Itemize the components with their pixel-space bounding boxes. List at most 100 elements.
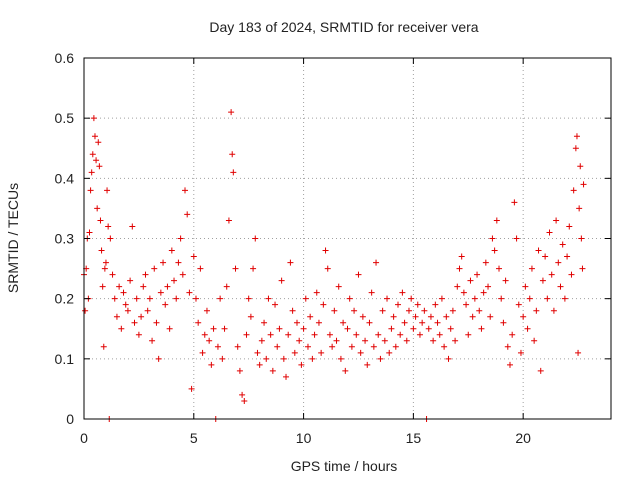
data-series	[81, 109, 587, 422]
data-point	[425, 325, 432, 332]
data-point	[129, 223, 136, 230]
data-point	[357, 349, 364, 356]
y-axis: 0 0.1 0.2 0.3 0.4 0.5 0.6	[55, 50, 611, 427]
x-tick-label: 15	[406, 430, 422, 446]
data-point	[405, 307, 412, 314]
data-point	[283, 373, 290, 380]
data-point	[245, 295, 252, 302]
data-point	[506, 361, 513, 368]
data-point	[228, 109, 235, 116]
data-point	[531, 337, 538, 344]
data-point	[269, 367, 276, 374]
data-point	[430, 337, 437, 344]
y-tick-label: 0.1	[55, 351, 75, 367]
grid	[84, 58, 611, 419]
data-point	[458, 253, 465, 260]
data-point	[550, 307, 557, 314]
data-point	[138, 313, 145, 320]
data-point	[88, 169, 95, 176]
y-tick-label: 0.2	[55, 291, 75, 307]
data-point	[463, 301, 470, 308]
data-point	[99, 283, 106, 290]
data-point	[296, 337, 303, 344]
data-point	[414, 301, 421, 308]
plot-frame	[83, 57, 612, 420]
data-point	[89, 151, 96, 158]
data-point	[500, 319, 507, 326]
data-point	[300, 325, 307, 332]
data-point	[476, 307, 483, 314]
data-point	[160, 259, 167, 266]
data-point	[344, 325, 351, 332]
data-point	[544, 295, 551, 302]
data-point	[480, 289, 487, 296]
data-point	[265, 295, 272, 302]
data-point	[445, 355, 452, 362]
data-point	[82, 307, 89, 314]
data-point	[564, 253, 571, 260]
data-point	[118, 325, 125, 332]
data-point	[557, 283, 564, 290]
data-point	[520, 313, 527, 320]
data-point	[254, 349, 261, 356]
data-point	[285, 331, 292, 338]
data-point	[256, 361, 263, 368]
data-point	[432, 301, 439, 308]
data-point	[416, 331, 423, 338]
data-point	[149, 337, 156, 344]
data-point	[217, 295, 224, 302]
y-tick-label: 0.4	[55, 170, 75, 186]
data-point	[348, 343, 355, 350]
data-point	[234, 343, 241, 350]
data-point	[524, 325, 531, 332]
data-point	[100, 343, 107, 350]
data-point	[471, 295, 478, 302]
data-point	[553, 217, 560, 224]
data-point	[133, 295, 140, 302]
data-point	[109, 271, 116, 278]
data-point	[370, 343, 377, 350]
data-point	[104, 187, 111, 194]
data-point	[465, 331, 472, 338]
data-point	[87, 187, 94, 194]
data-point	[502, 277, 509, 284]
data-point	[489, 235, 496, 242]
data-point	[401, 319, 408, 326]
data-point	[291, 349, 298, 356]
data-point	[287, 259, 294, 266]
data-point	[93, 157, 100, 164]
data-point	[190, 253, 197, 260]
data-point	[322, 247, 329, 254]
data-point	[373, 259, 380, 266]
data-point	[496, 265, 503, 272]
data-point	[101, 265, 108, 272]
x-tick-label: 10	[296, 430, 312, 446]
data-point	[395, 301, 402, 308]
data-point	[168, 247, 175, 254]
data-point	[179, 271, 186, 278]
data-point	[199, 349, 206, 356]
data-point	[304, 343, 311, 350]
data-point	[460, 289, 467, 296]
data-point	[366, 319, 373, 326]
data-point	[419, 319, 426, 326]
x-axis: 0 5 10 15 20	[80, 58, 531, 446]
data-point	[546, 229, 553, 236]
data-point	[102, 259, 109, 266]
data-point	[326, 331, 333, 338]
data-point	[329, 343, 336, 350]
data-point	[201, 331, 208, 338]
data-point	[219, 355, 226, 362]
y-tick-label: 0	[66, 411, 74, 427]
data-point	[454, 283, 461, 290]
data-point	[173, 295, 180, 302]
data-point	[140, 283, 147, 290]
data-point	[252, 235, 259, 242]
data-point	[576, 205, 583, 212]
data-point	[171, 277, 178, 284]
data-point	[474, 271, 481, 278]
data-point	[438, 295, 445, 302]
data-point	[399, 289, 406, 296]
data-point	[272, 301, 279, 308]
data-point	[320, 301, 327, 308]
